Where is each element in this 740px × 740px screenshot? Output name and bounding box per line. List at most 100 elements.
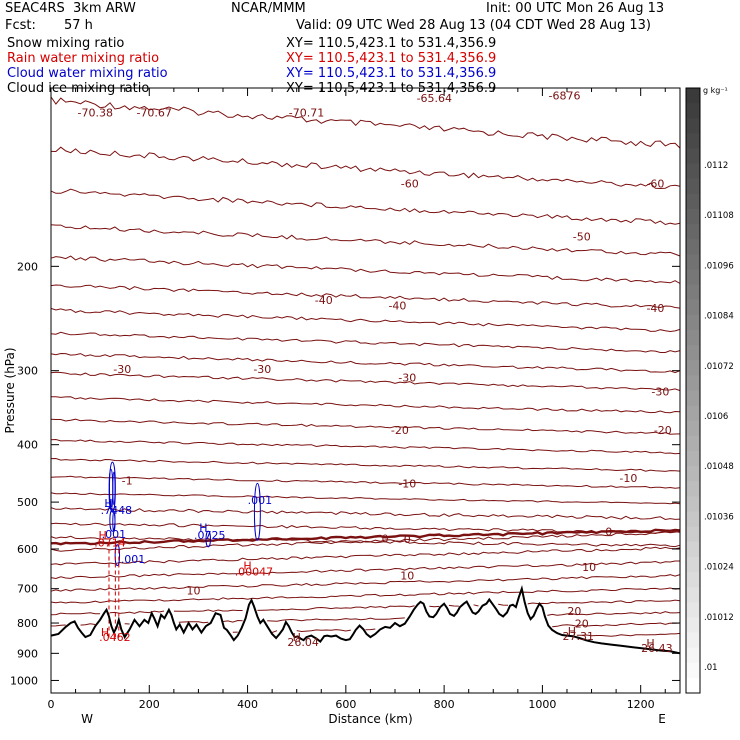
colorbar-swatch	[686, 420, 700, 437]
x-tick-label: 800	[434, 698, 455, 711]
isotherm-label: -60	[401, 178, 419, 191]
isotherm-line	[50, 574, 681, 592]
isotherm-line	[50, 475, 681, 489]
isotherm-label: -30	[651, 385, 669, 398]
contour-annotation: H	[568, 625, 576, 638]
isotherm-label: -20	[391, 424, 409, 437]
colorbar-swatch	[686, 481, 700, 497]
y-tick-label: 900	[17, 647, 38, 660]
colorbar-swatch	[686, 587, 700, 603]
x-tick-label: 400	[237, 698, 258, 711]
colorbar-label: .01084	[704, 312, 734, 322]
x-axis-title: Distance (km)	[328, 712, 412, 726]
isotherm-label: -40	[388, 300, 406, 313]
y-tick-label: 700	[17, 583, 38, 596]
terrain-line	[50, 584, 681, 655]
contour-annotation: H	[98, 529, 106, 542]
isotherm-label: 10	[582, 561, 596, 574]
freezing-level-line	[50, 528, 681, 546]
colorbar-label: .01	[704, 663, 718, 673]
colorbar-swatch	[686, 269, 700, 286]
cloud-water-contour	[112, 471, 116, 506]
contour-annotation: H	[243, 560, 251, 573]
contour-labels: -70.38 -70.67 -70.71 -65.64 -6876 -60 -60 -50 -4…	[77, 90, 672, 655]
fcst-value: 57 h	[64, 18, 93, 33]
isotherm-line	[50, 522, 681, 535]
colorbar-swatch	[686, 103, 700, 119]
isotherm-label: -30	[253, 363, 271, 376]
x-tick-label: 0	[48, 698, 55, 711]
colorbar-label: .0106	[704, 412, 728, 422]
isotherm-label: -70.71	[289, 107, 324, 120]
isotherm-line	[50, 224, 681, 257]
isotherm-label: 20	[575, 618, 589, 631]
colorbar-swatch	[686, 526, 700, 543]
colorbar-label: .01048	[704, 462, 734, 472]
x-tick-label: 1200	[627, 698, 655, 711]
isotherm-line	[50, 492, 681, 505]
isotherm-label: 0	[404, 533, 411, 546]
colorbar-swatch	[686, 163, 700, 180]
colorbar-swatch	[686, 632, 700, 649]
isotherm-label: -1	[122, 475, 133, 488]
isotherm-label: -65.64	[417, 92, 452, 105]
isotherm-line	[50, 587, 681, 604]
axes: 0 200 400 600 800 1000 12002003004005006007008…	[3, 87, 680, 726]
contour-annotation: H	[293, 631, 301, 644]
y-tick-label: 400	[17, 439, 38, 452]
y-tick-label: 800	[17, 617, 38, 630]
colorbar-swatch	[686, 496, 700, 512]
contour-annotation: H	[101, 626, 109, 639]
colorbar-swatch	[686, 299, 700, 316]
isotherm-label: 10	[187, 585, 201, 598]
contour-annotation: .0462	[99, 631, 131, 644]
isotherm-line	[50, 331, 681, 353]
colorbar-swatch	[686, 254, 700, 270]
isotherm-label: -60	[646, 178, 664, 191]
colorbar-label: .01072	[704, 362, 734, 372]
colorbar-swatch	[686, 360, 700, 376]
valid-label: Valid: 09 UTC Wed 28 Aug 13 (04 CDT Wed …	[296, 18, 651, 33]
contour-annotation: .0725	[194, 529, 226, 542]
colorbar-swatch	[686, 677, 700, 694]
colorbar-swatch	[686, 239, 700, 255]
colorbar-label: .01024	[704, 563, 734, 573]
x-tick-label: 200	[139, 698, 160, 711]
isotherm-label: -6876	[549, 90, 581, 103]
cloud-water-contour	[112, 511, 116, 532]
field-snow-xy: XY= 110.5,423.1 to 531.4,356.9	[286, 36, 497, 51]
contour-annotation: .001	[248, 494, 273, 507]
x-tick-label: 600	[335, 698, 356, 711]
isotherm-line	[50, 546, 681, 566]
east-label: E	[658, 712, 666, 726]
contour-annotation: H	[646, 637, 654, 650]
colorbar-swatch	[686, 556, 700, 573]
colorbar-label: .0112	[704, 161, 728, 171]
isotherm-label: -20	[654, 424, 672, 437]
isotherm-line	[50, 560, 680, 580]
isotherm-label: -50	[573, 230, 591, 243]
cloud-water-contour	[114, 544, 121, 567]
isotherm-line	[50, 396, 681, 414]
field-rain-label: Rain water mixing ratio	[7, 51, 160, 66]
isotherm-line	[232, 622, 681, 633]
cloud-water-contour	[108, 468, 114, 511]
colorbar-swatch	[686, 511, 700, 528]
colorbar-swatch	[686, 224, 700, 240]
isotherm-label: 20	[567, 605, 581, 618]
colorbar-swatch	[686, 148, 700, 165]
contour-annotation: 27.31	[563, 630, 595, 643]
west-label: W	[81, 712, 93, 726]
cloud-water-contour	[205, 530, 211, 548]
isotherm-label: -40	[646, 302, 664, 315]
cloud-water-contour	[253, 482, 261, 541]
isotherm-line	[50, 599, 681, 616]
isotherm-line	[50, 535, 681, 548]
isotherm-line	[576, 632, 681, 637]
contour-annotation: .001	[121, 553, 146, 566]
isotherm-line	[50, 255, 681, 284]
colorbar-swatch	[686, 330, 700, 346]
isotherm-line	[50, 611, 681, 627]
y-tick-label: 500	[17, 496, 38, 509]
